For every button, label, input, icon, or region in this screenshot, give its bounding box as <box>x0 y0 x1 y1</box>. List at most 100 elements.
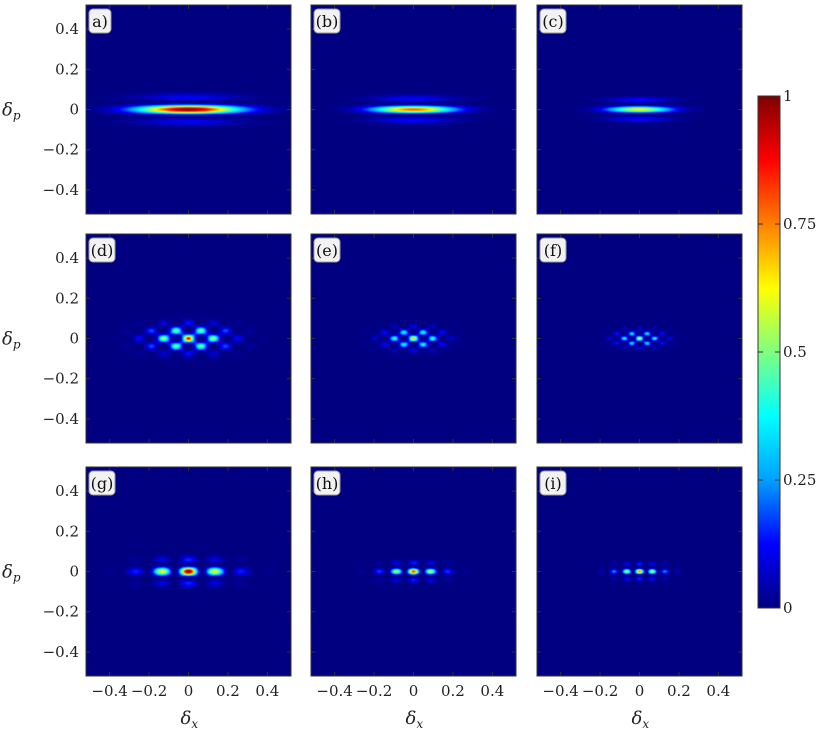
panel-frame <box>536 4 743 215</box>
tick-marks <box>537 5 742 214</box>
y-axis-label: δp <box>2 100 21 123</box>
panel-label-box <box>539 237 567 263</box>
y-tick-label: −0.2 <box>43 370 79 388</box>
y-tick-label: 0.4 <box>55 20 79 38</box>
panel-label: (c) <box>542 12 563 31</box>
panel-b: (b) <box>310 4 517 215</box>
y-tick-label: 0 <box>69 563 79 581</box>
x-tick-label: 0.4 <box>706 682 730 700</box>
tick-marks <box>311 5 516 214</box>
x-tick-label: 0 <box>409 682 419 700</box>
y-tick-label: 0.2 <box>55 522 79 540</box>
x-axis-label-subscript: x <box>191 717 198 731</box>
heatmap-image <box>86 234 291 443</box>
heatmap-image <box>86 5 291 214</box>
tick-marks <box>86 5 291 214</box>
y-tick-label: −0.4 <box>43 181 79 199</box>
x-axis-label: δx <box>406 708 424 731</box>
colorbar: 0 0.25 0.5 0.75 1 <box>757 87 816 617</box>
panel-label: (f) <box>544 241 562 260</box>
panel-i: (i) −0.4 −0.2 0 0.2 0.4 δx <box>536 466 743 731</box>
x-tick-label: −0.4 <box>316 682 352 700</box>
x-tick-label: −0.2 <box>356 682 392 700</box>
y-axis-label-subscript: p <box>13 109 21 123</box>
x-tick-label: 0.2 <box>667 682 691 700</box>
panel-c: (c) <box>536 4 743 215</box>
x-tick-label: −0.2 <box>582 682 618 700</box>
x-tick-label: 0.4 <box>480 682 504 700</box>
x-axis-label-subscript: x <box>642 717 649 731</box>
panel-a: a) 0.4 0.2 0 −0.2 −0.4 δp <box>2 4 292 215</box>
panel-label-box <box>88 470 116 496</box>
colorbar-tick-label: 0.25 <box>783 471 816 489</box>
y-tick-label: 0.2 <box>55 60 79 78</box>
y-tick-label: −0.2 <box>43 141 79 159</box>
panel-label: (g) <box>91 474 114 493</box>
y-tick-label: −0.2 <box>43 603 79 621</box>
panel-d: (d) 0.4 0.2 0 −0.2 −0.4 δp <box>2 233 292 444</box>
x-tick-label: −0.2 <box>131 682 167 700</box>
colorbar-tick-label: 1 <box>783 87 793 105</box>
panel-label-box <box>313 8 341 34</box>
heatmap-image <box>86 467 291 676</box>
x-tick-label: −0.4 <box>91 682 127 700</box>
panel-frame <box>85 466 292 677</box>
panel-label-box <box>88 8 112 34</box>
panel-label: (h) <box>316 474 339 493</box>
panel-frame <box>310 466 517 677</box>
heatmap-image <box>311 5 516 214</box>
panel-label: a) <box>92 12 108 31</box>
y-tick-label: −0.4 <box>43 410 79 428</box>
y-axis-label-subscript: p <box>13 571 21 585</box>
x-tick-label: 0.4 <box>255 682 279 700</box>
y-tick-label: 0 <box>69 101 79 119</box>
colorbar-tick-label: 0.5 <box>783 343 807 361</box>
x-axis-label: δx <box>632 708 650 731</box>
x-axis-label: δx <box>181 708 199 731</box>
heatmap-image <box>311 467 516 676</box>
y-tick-label: 0.2 <box>55 289 79 307</box>
panel-frame <box>536 233 743 444</box>
tick-marks <box>86 467 291 676</box>
panel-f: (f) <box>536 233 743 444</box>
colorbar-tick-label: 0.75 <box>783 215 816 233</box>
panel-label: (i) <box>544 474 562 493</box>
heatmap-image <box>537 234 742 443</box>
panel-label-box <box>539 8 567 34</box>
panel-h: (h) −0.4 −0.2 0 0.2 0.4 δx <box>310 466 517 731</box>
y-axis-label: δp <box>2 329 21 352</box>
y-axis-label: δp <box>2 562 21 585</box>
heatmap-image <box>311 234 516 443</box>
y-axis-label-subscript: p <box>13 338 21 352</box>
panel-frame <box>85 4 292 215</box>
panel-frame <box>310 4 517 215</box>
y-tick-label: 0.4 <box>55 249 79 267</box>
x-axis-label-subscript: x <box>416 717 423 731</box>
tick-marks <box>311 467 516 676</box>
panel-label: (b) <box>316 12 339 31</box>
panel-label-box <box>539 470 567 496</box>
tick-marks <box>311 234 516 443</box>
panel-grid: a)0.40.20−0.2−0.4δp(b) (c)(d)0.40.20−0.2−… <box>2 4 743 731</box>
x-tick-label: 0 <box>184 682 194 700</box>
panel-g: (g)0.40.20−0.2−0.4δp−0.4 −0.2 0 0.2 0.4δx <box>2 466 292 731</box>
panel-label: (e) <box>316 241 338 260</box>
panel-label-box <box>88 237 116 263</box>
x-tick-label: 0.2 <box>216 682 240 700</box>
x-tick-label: 0 <box>635 682 645 700</box>
heatmap-image <box>537 5 742 214</box>
panel-label-box <box>313 237 341 263</box>
panel-frame <box>85 233 292 444</box>
panel-label: (d) <box>91 241 114 260</box>
panel-label-box <box>313 470 341 496</box>
y-tick-label: 0.4 <box>55 482 79 500</box>
panel-e: (e) <box>310 233 517 444</box>
heatmap-image <box>537 467 742 676</box>
x-tick-label: 0.2 <box>441 682 465 700</box>
panel-frame <box>536 466 743 677</box>
colorbar-tick-label: 0 <box>783 599 793 617</box>
x-tick-label: −0.4 <box>542 682 578 700</box>
y-tick-label: 0 <box>69 330 79 348</box>
y-tick-label: −0.4 <box>43 643 79 661</box>
